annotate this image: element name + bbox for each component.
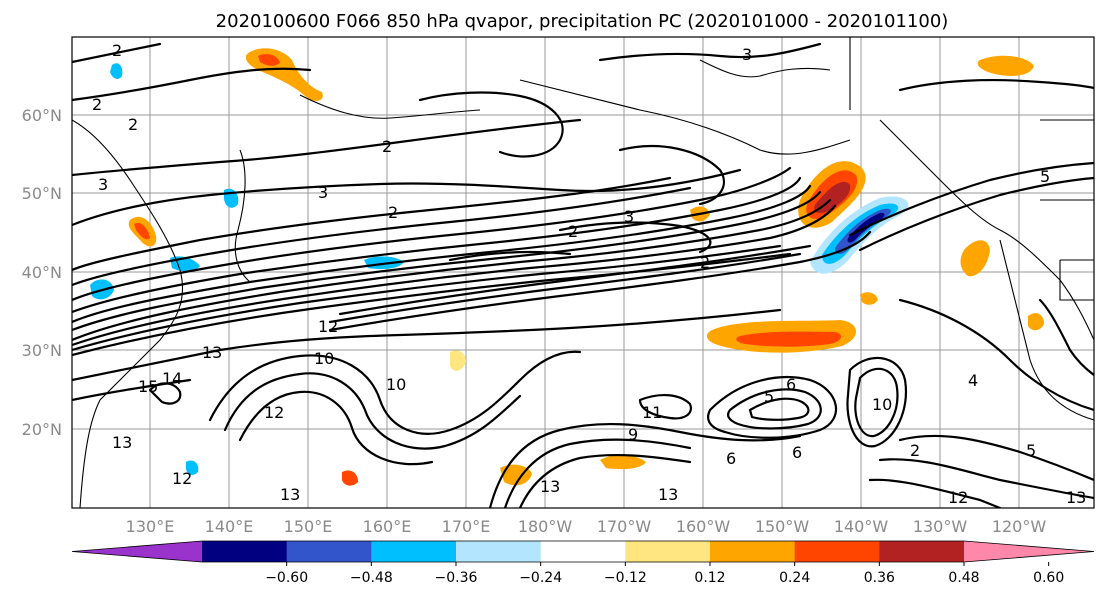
contour-label: 3 xyxy=(318,183,328,202)
contour-label: 12 xyxy=(172,469,192,488)
lat-tick-label: 40°N xyxy=(22,263,62,282)
contour-label: 4 xyxy=(968,371,978,390)
contour-label: 15 xyxy=(138,377,158,396)
contour-labels: 2 2 2 2 3 3 3 2 2 2 3 12 13 14 15 10 10 … xyxy=(92,41,1086,507)
colorbar: −0.60 −0.48 −0.36 −0.24 −0.12 0.12 0.24 0.36 0.4… xyxy=(71,540,1095,586)
colorbar-swatch xyxy=(625,541,711,562)
contour-label: 3 xyxy=(624,207,634,226)
contour-label: 12 xyxy=(264,403,284,422)
lat-tick-label: 60°N xyxy=(22,106,62,125)
lon-tick-label: 170°W xyxy=(597,517,652,536)
lon-tick-label: 130°E xyxy=(126,517,175,536)
contour-label: 2 xyxy=(388,203,398,222)
contour-label: 6 xyxy=(786,375,796,394)
latitude-axis: 60°N 50°N 40°N 30°N 20°N xyxy=(22,106,62,439)
precip-shading xyxy=(90,48,1044,486)
contour-label: 10 xyxy=(386,375,406,394)
colorbar-tick-label: −0.48 xyxy=(350,570,393,586)
contour-label: 2 xyxy=(128,115,138,134)
lon-tick-label: 140°W xyxy=(834,517,889,536)
contour-label: 12 xyxy=(948,488,968,507)
qvapor-contours xyxy=(72,42,1094,508)
lon-tick-label: 160°W xyxy=(676,517,731,536)
contour-label: 2 xyxy=(92,95,102,114)
lat-tick-label: 50°N xyxy=(22,184,62,203)
contour-label: 6 xyxy=(726,449,736,468)
colorbar-tick-label: 0.36 xyxy=(864,570,895,586)
contour-label: 5 xyxy=(1026,441,1036,460)
lon-tick-label: 160°E xyxy=(363,517,412,536)
contour-label: 2 xyxy=(382,137,392,156)
colorbar-swatch xyxy=(710,541,796,562)
colorbar-tick-label: −0.60 xyxy=(265,570,308,586)
colorbar-swatch xyxy=(456,541,542,562)
contour-label: 2 xyxy=(700,253,710,272)
contour-label: 13 xyxy=(202,343,222,362)
colorbar-tick-label: 0.48 xyxy=(948,570,979,586)
lat-tick-label: 20°N xyxy=(22,420,62,439)
lat-tick-label: 30°N xyxy=(22,341,62,360)
colorbar-tick-label: 0.12 xyxy=(694,570,725,586)
colorbar-swatch xyxy=(540,541,626,562)
contour-label: 13 xyxy=(1066,488,1086,507)
colorbar-tick-label: −0.12 xyxy=(604,570,647,586)
lon-tick-label: 150°W xyxy=(755,517,810,536)
contour-label: 12 xyxy=(318,317,338,336)
lon-tick-label: 170°E xyxy=(442,517,491,536)
colorbar-extend-low xyxy=(72,541,202,562)
contour-label: 2 xyxy=(112,41,122,60)
contour-label: 2 xyxy=(568,222,578,241)
contour-label: 5 xyxy=(764,387,774,406)
longitude-axis: 130°E 140°E 150°E 160°E 170°E 180°W 170°… xyxy=(126,517,1047,536)
contour-label: 13 xyxy=(112,433,132,452)
map-panel: 2 2 2 2 3 3 3 2 2 2 3 12 13 14 15 10 10 … xyxy=(72,37,1094,508)
contour-label: 13 xyxy=(540,477,560,496)
contour-label: 14 xyxy=(162,369,182,388)
lon-tick-label: 150°E xyxy=(284,517,333,536)
colorbar-tick-label: −0.36 xyxy=(435,570,478,586)
contour-label: 10 xyxy=(314,349,334,368)
colorbar-swatch xyxy=(286,541,372,562)
colorbar-swatch xyxy=(794,541,880,562)
contour-label: 13 xyxy=(658,485,678,504)
colorbar-tick-label: 0.60 xyxy=(1033,570,1064,586)
contour-label: 13 xyxy=(280,485,300,504)
contour-label: 9 xyxy=(628,425,638,444)
colorbar-tick-label: 0.24 xyxy=(779,570,810,586)
contour-label: 3 xyxy=(742,45,752,64)
lon-tick-label: 130°W xyxy=(913,517,968,536)
coastlines xyxy=(72,37,1094,508)
colorbar-outline xyxy=(71,540,1095,563)
colorbar-swatch xyxy=(371,541,457,562)
map-title: 2020100600 F066 850 hPa qvapor, precipit… xyxy=(216,11,949,32)
contour-label: 10 xyxy=(872,395,892,414)
lon-tick-label: 180°W xyxy=(518,517,573,536)
colorbar-extend-high xyxy=(964,541,1094,562)
colorbar-swatch xyxy=(202,541,288,562)
contour-label: 6 xyxy=(792,443,802,462)
colorbar-tick-label: −0.24 xyxy=(519,570,562,586)
map-frame xyxy=(71,36,1095,509)
lon-tick-label: 120°W xyxy=(992,517,1047,536)
contour-label: 11 xyxy=(642,403,662,422)
contour-label: 5 xyxy=(1040,167,1050,186)
contour-label: 3 xyxy=(98,175,108,194)
colorbar-swatch xyxy=(879,541,965,562)
lon-tick-label: 140°E xyxy=(205,517,254,536)
contour-label: 2 xyxy=(910,441,920,460)
